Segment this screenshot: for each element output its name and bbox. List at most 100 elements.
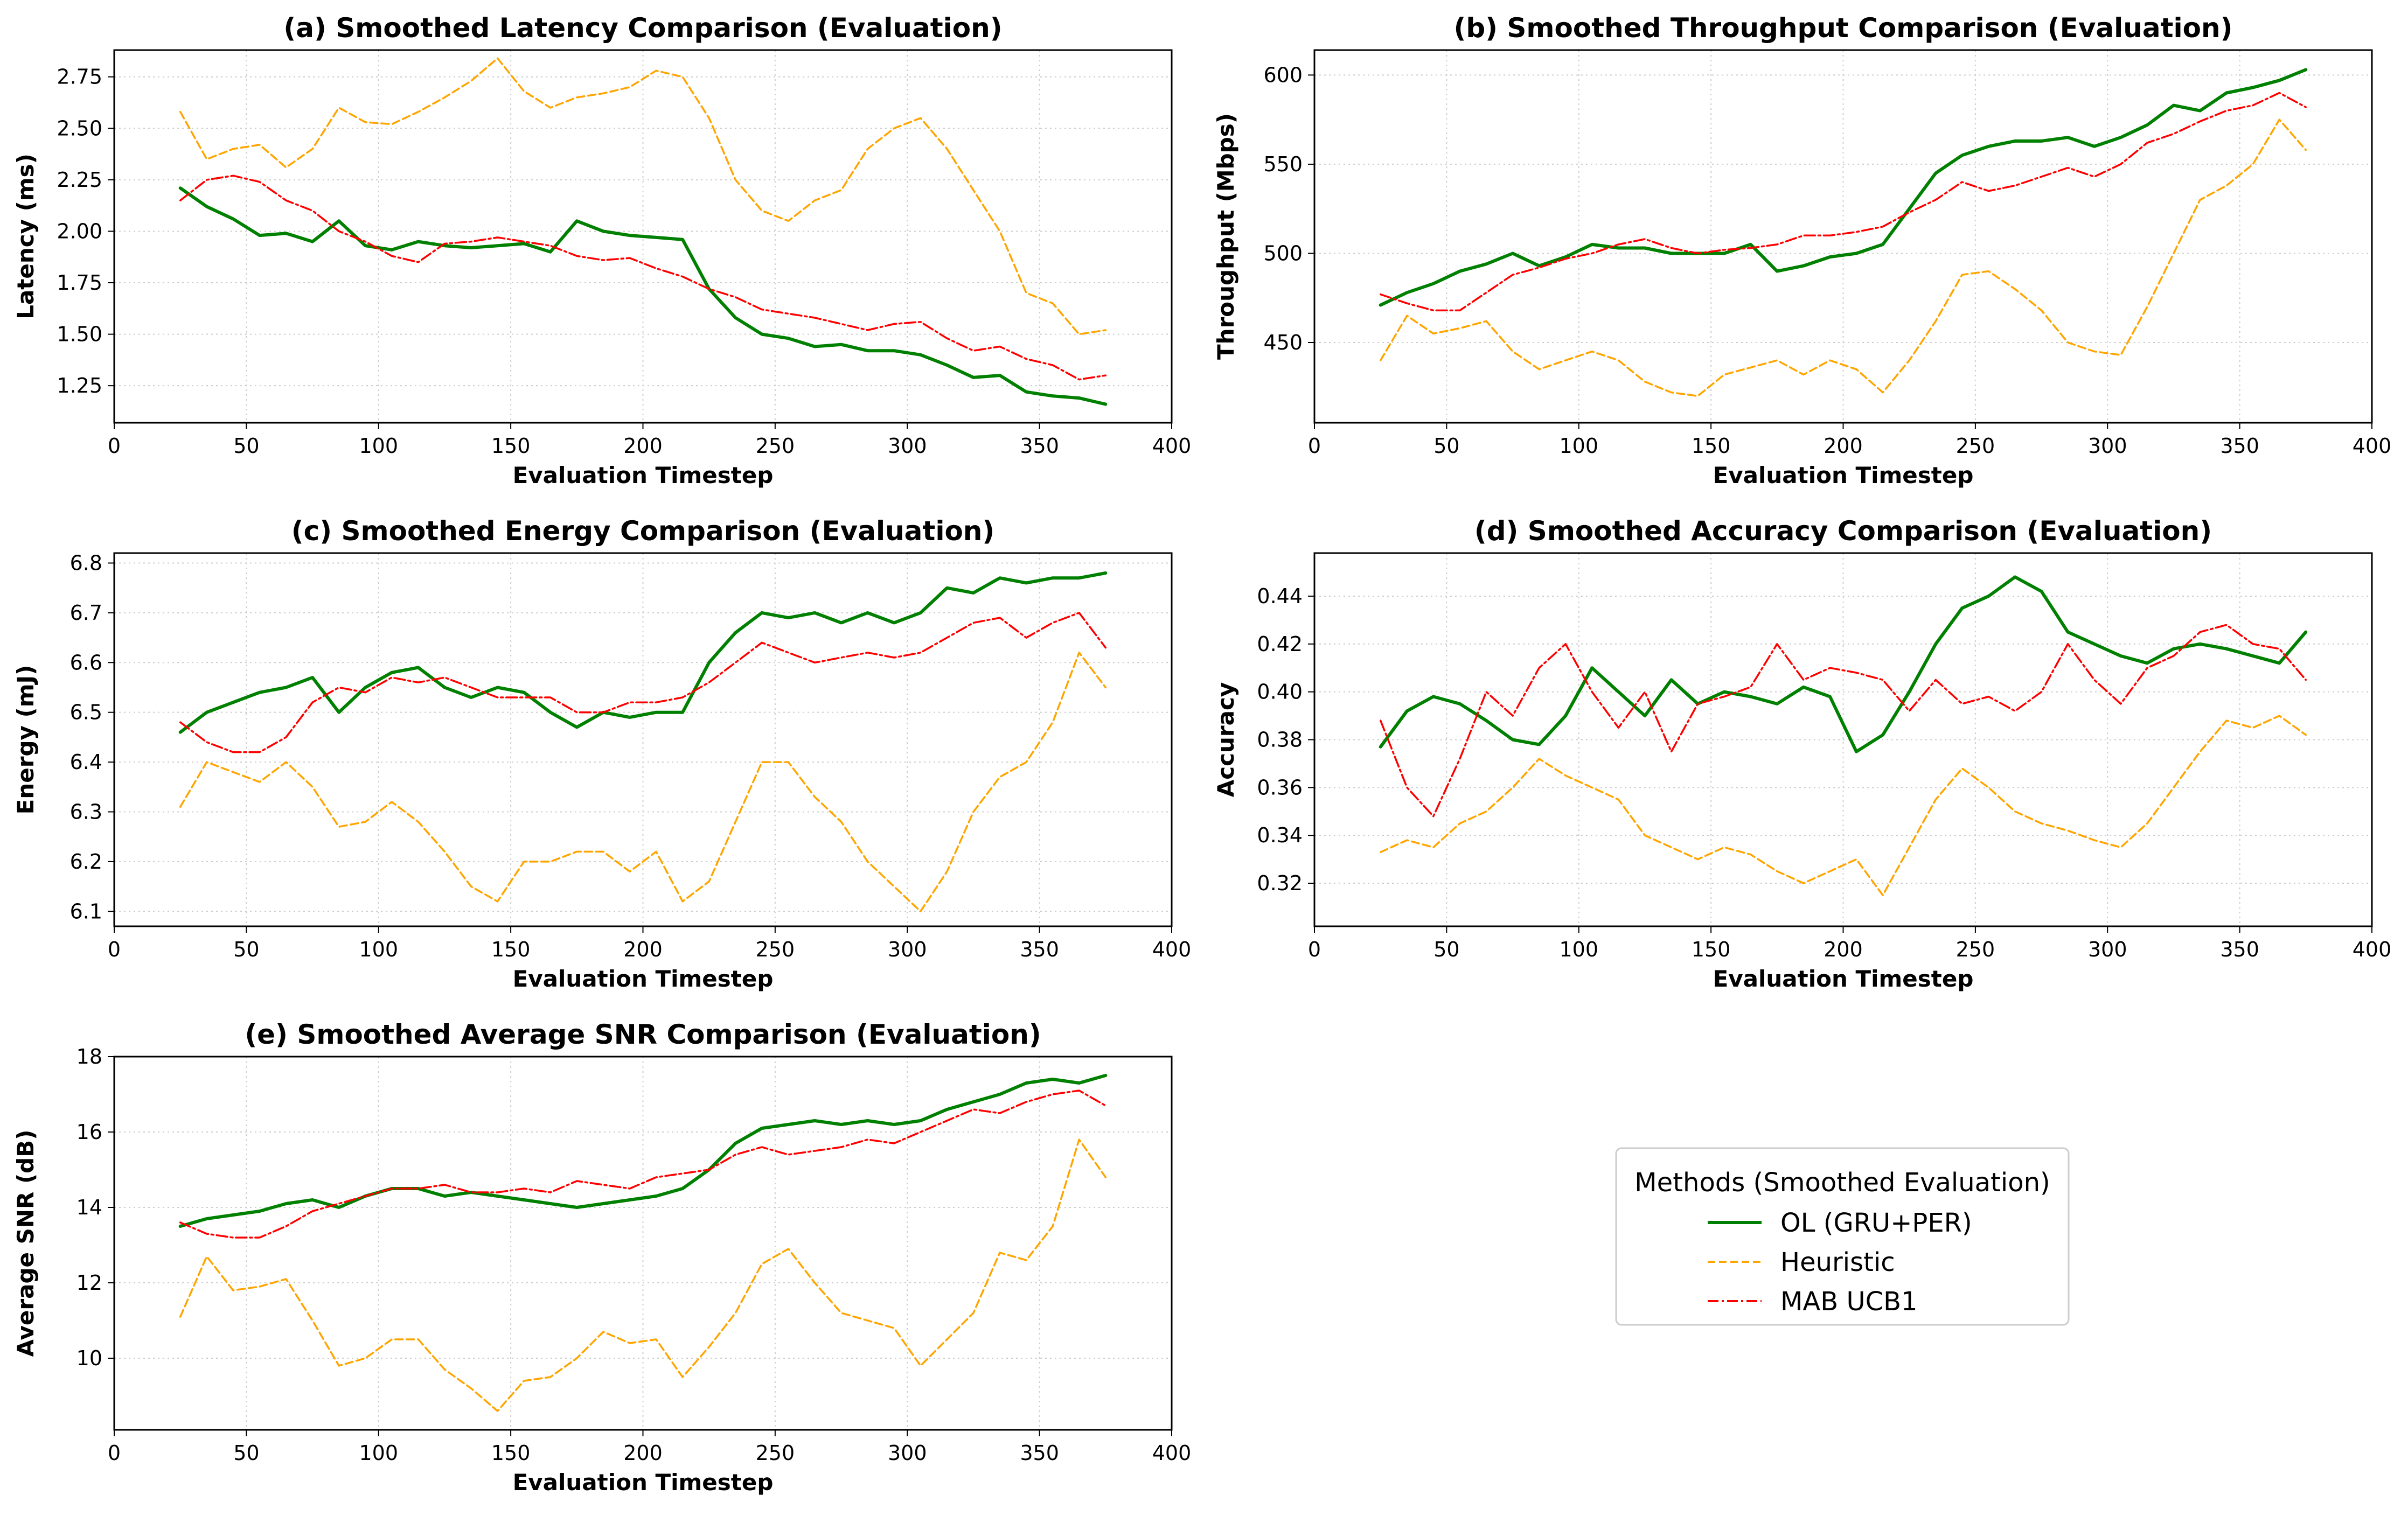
panel-c-ytick-label: 6.2 bbox=[70, 850, 102, 874]
panel-d-xtick-label: 100 bbox=[1559, 938, 1598, 961]
panel-d-ytick-label: 0.38 bbox=[1257, 728, 1303, 752]
panel-d-ytick-label: 0.36 bbox=[1257, 776, 1303, 799]
panel-d-series-ol bbox=[1379, 575, 2308, 753]
panel-a-xtick-label: 300 bbox=[888, 434, 927, 458]
panel-c-frame bbox=[113, 552, 1173, 927]
panel-e-xtick-label: 300 bbox=[888, 1441, 927, 1465]
panel-e-ytick-label: 18 bbox=[76, 1045, 102, 1068]
panel-c-ytick-label: 6.1 bbox=[70, 899, 102, 923]
panel-a-series-ol bbox=[178, 186, 1108, 406]
panel-b-series-mab bbox=[1379, 92, 2307, 312]
panel-a-xtick-label: 150 bbox=[491, 434, 531, 458]
panel-c-ytick-label: 6.8 bbox=[70, 551, 102, 575]
panel-a-ytick-label: 1.25 bbox=[57, 374, 102, 397]
panel-c-title: (c) Smoothed Energy Comparison (Evaluati… bbox=[291, 515, 995, 547]
panel-d-xtick-label: 0 bbox=[1308, 938, 1321, 961]
panel-e-ytick-label: 14 bbox=[76, 1196, 102, 1219]
panel-a-ytick-label: 1.50 bbox=[57, 323, 102, 346]
panel-a-xtick-label: 350 bbox=[1020, 434, 1059, 458]
panel-a-series-mab bbox=[179, 174, 1107, 381]
panel-e-ytick-label: 16 bbox=[76, 1120, 102, 1144]
panel-d-xtick-label: 400 bbox=[2353, 938, 2392, 961]
panel-a-xtick-label: 100 bbox=[359, 434, 398, 458]
panel-b-series-ol bbox=[1379, 68, 2308, 307]
panel-e-ytick-label: 12 bbox=[76, 1271, 102, 1295]
panel-e-xlabel: Evaluation Timestep bbox=[513, 1469, 774, 1496]
panel-b-xtick-label: 400 bbox=[2353, 434, 2392, 458]
panel-c-xlabel: Evaluation Timestep bbox=[513, 966, 774, 992]
panel-d-ytick-label: 0.32 bbox=[1257, 871, 1303, 895]
panel-c-xtick-label: 350 bbox=[1020, 938, 1059, 961]
panel-d-ytick-label: 0.44 bbox=[1257, 584, 1303, 608]
panel-b-title: (b) Smoothed Throughput Comparison (Eval… bbox=[1454, 12, 2233, 44]
panel-a-ytick-label: 1.75 bbox=[57, 271, 102, 295]
panel-b-xtick-label: 150 bbox=[1692, 434, 1731, 458]
panel-e-title: (e) Smoothed Average SNR Comparison (Eva… bbox=[245, 1019, 1041, 1050]
panel-e-xtick-label: 0 bbox=[108, 1441, 121, 1465]
panel-e-xtick-label: 250 bbox=[756, 1441, 795, 1465]
panel-c-ylabel: Energy (mJ) bbox=[12, 665, 39, 815]
panel-e-ylabel: Average SNR (dB) bbox=[12, 1130, 39, 1357]
panel-a-xtick-label: 250 bbox=[756, 434, 795, 458]
panel-e-xtick-label: 400 bbox=[1152, 1441, 1192, 1465]
panel-b-series-heuristic bbox=[1379, 118, 2307, 397]
panel-a-series-heuristic bbox=[179, 57, 1107, 336]
legend-entry-ol: OL (GRU+PER) bbox=[1780, 1208, 1972, 1238]
panel-e-series-heuristic bbox=[179, 1138, 1107, 1412]
legend-entry-mab: MAB UCB1 bbox=[1780, 1287, 1918, 1317]
panel-b-ytick-label: 600 bbox=[1263, 63, 1303, 87]
panel-d-ytick-label: 0.42 bbox=[1257, 632, 1303, 656]
panel-d-xlabel: Evaluation Timestep bbox=[1713, 966, 1974, 992]
panel-e: 0 50 100 150 200 250 300 350 400 10 12 14 16 18 (e) Sm… bbox=[12, 1019, 1191, 1496]
panel-c-xtick-label: 200 bbox=[623, 938, 663, 961]
panel-c-ytick-label: 6.7 bbox=[70, 601, 102, 625]
panel-c-ytick-label: 6.3 bbox=[70, 800, 102, 823]
panel-a-xtick-label: 400 bbox=[1152, 434, 1192, 458]
panel-d-xtick-label: 50 bbox=[1433, 938, 1459, 961]
panel-b-xtick-label: 200 bbox=[1824, 434, 1863, 458]
panel-b-frame bbox=[1313, 49, 2373, 424]
panel-b-xtick-label: 300 bbox=[2088, 434, 2127, 458]
panel-a-xtick-label: 200 bbox=[623, 434, 663, 458]
panel-b-ytick-label: 450 bbox=[1263, 331, 1303, 354]
panel-a-ytick-label: 2.00 bbox=[57, 219, 102, 243]
panel-d-series-heuristic bbox=[1379, 715, 2307, 897]
panel-c-xtick-label: 50 bbox=[233, 938, 259, 961]
panel-b-xtick-label: 350 bbox=[2220, 434, 2259, 458]
panel-d-xtick-label: 300 bbox=[2088, 938, 2127, 961]
panel-e-ytick-label: 10 bbox=[76, 1346, 102, 1370]
panel-c-xtick-label: 300 bbox=[888, 938, 927, 961]
panel-d-ytick-label: 0.40 bbox=[1257, 680, 1303, 704]
panel-a-frame bbox=[113, 49, 1173, 424]
panel-e-frame bbox=[113, 1056, 1173, 1431]
panel-c-xtick-label: 0 bbox=[108, 938, 121, 961]
panel-b-xtick-label: 0 bbox=[1308, 434, 1321, 458]
panel-c-ytick-label: 6.5 bbox=[70, 701, 102, 724]
panel-a-ytick-label: 2.50 bbox=[57, 116, 102, 140]
panel-b-xlabel: Evaluation Timestep bbox=[1713, 462, 1974, 488]
panel-b-xtick-label: 50 bbox=[1433, 434, 1459, 458]
panel-b-ytick-label: 500 bbox=[1263, 241, 1303, 265]
panel-a-ytick-label: 2.75 bbox=[57, 65, 102, 89]
panel-e-xtick-label: 50 bbox=[233, 1441, 259, 1465]
panel-e-xtick-label: 100 bbox=[359, 1441, 398, 1465]
panel-c-series-ol bbox=[178, 571, 1108, 734]
panel-d-xtick-label: 250 bbox=[1956, 938, 1995, 961]
panel-e-series-ol bbox=[178, 1074, 1108, 1228]
panel-c-xtick-label: 150 bbox=[491, 938, 531, 961]
panel-b-xtick-label: 250 bbox=[1956, 434, 1995, 458]
panel-e-xtick-label: 150 bbox=[491, 1441, 531, 1465]
panel-a-xtick-label: 0 bbox=[108, 434, 121, 458]
panel-d-ylabel: Accuracy bbox=[1213, 682, 1239, 798]
panel-e-xtick-label: 350 bbox=[1020, 1441, 1059, 1465]
panel-d-ytick-label: 0.34 bbox=[1257, 823, 1303, 847]
panel-c-series-mab bbox=[179, 612, 1107, 753]
panel-e-series-mab bbox=[179, 1089, 1107, 1239]
panel-a-xtick-label: 50 bbox=[233, 434, 259, 458]
panel-d-series-mab bbox=[1379, 624, 2307, 818]
panel-b: 0 50 100 150 200 250 300 350 400 450 500 550 600 (b) … bbox=[1213, 12, 2391, 488]
panel-e-xtick-label: 200 bbox=[623, 1441, 663, 1465]
panel-b-ylabel: Throughput (Mbps) bbox=[1213, 113, 1239, 360]
panel-c-ytick-label: 6.6 bbox=[70, 651, 102, 674]
